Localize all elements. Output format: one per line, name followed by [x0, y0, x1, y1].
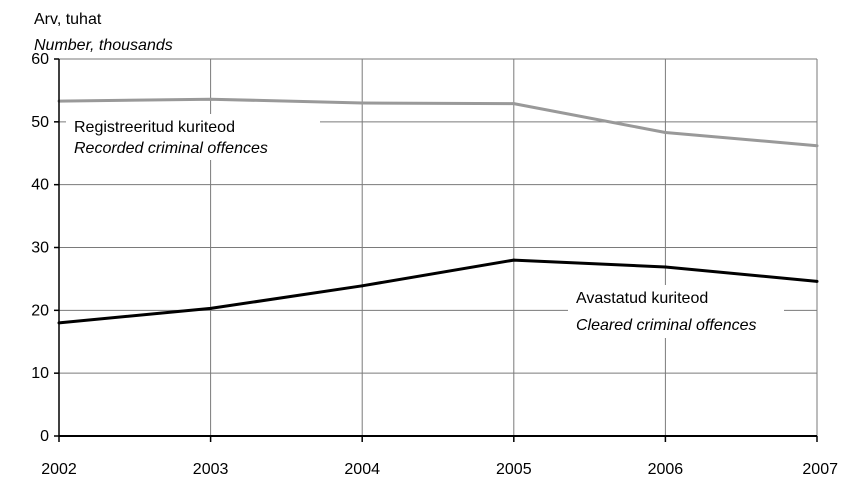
series-line-0: [58, 97, 818, 148]
annotation-bg: [568, 285, 784, 338]
data-point-0: [512, 102, 516, 106]
axes: [54, 58, 818, 442]
series-lines: [57, 97, 819, 325]
x-tick-label: 2004: [344, 461, 380, 478]
y-axis-label-en: Number, thousands: [34, 37, 173, 54]
y-tick-label: 10: [31, 365, 49, 382]
data-point-0: [209, 97, 213, 101]
annotation-bg: [66, 114, 320, 160]
data-point-1: [512, 258, 516, 262]
x-tick-label: 2005: [496, 461, 532, 478]
y-tick-label: 20: [31, 302, 49, 319]
annotation-backgrounds: [66, 114, 784, 338]
y-tick-label: 60: [31, 51, 49, 68]
series-label-recorded-en: Recorded criminal offences: [74, 140, 268, 157]
y-axis-label: Arv, tuhat: [34, 11, 102, 28]
x-tick-label: 2007: [802, 461, 838, 478]
x-tick-label: 2002: [41, 461, 77, 478]
y-tick-label: 40: [31, 177, 49, 194]
data-point-1: [360, 284, 364, 288]
x-tick-label: 2003: [193, 461, 229, 478]
data-point-1: [815, 279, 819, 283]
data-point-0: [815, 144, 819, 148]
x-tick-labels: 2002 2003 2004 2005 2006 2007: [41, 461, 838, 478]
series-line-1: [58, 258, 818, 325]
data-point-0: [663, 131, 667, 135]
y-tick-label: 50: [31, 114, 49, 131]
series-label-cleared: Avastatud kuriteod: [576, 290, 708, 307]
x-tick-label: 2006: [648, 461, 684, 478]
y-tick-label: 0: [40, 428, 49, 445]
data-point-0: [360, 101, 364, 105]
series-label-recorded: Registreeritud kuriteod: [74, 119, 235, 136]
data-point-1: [663, 265, 667, 269]
series-label-cleared-en: Cleared criminal offences: [576, 317, 757, 334]
y-tick-labels: 0 10 20 30 40 50 60: [31, 51, 49, 445]
y-tick-label: 30: [31, 240, 49, 257]
data-point-1: [209, 306, 213, 310]
